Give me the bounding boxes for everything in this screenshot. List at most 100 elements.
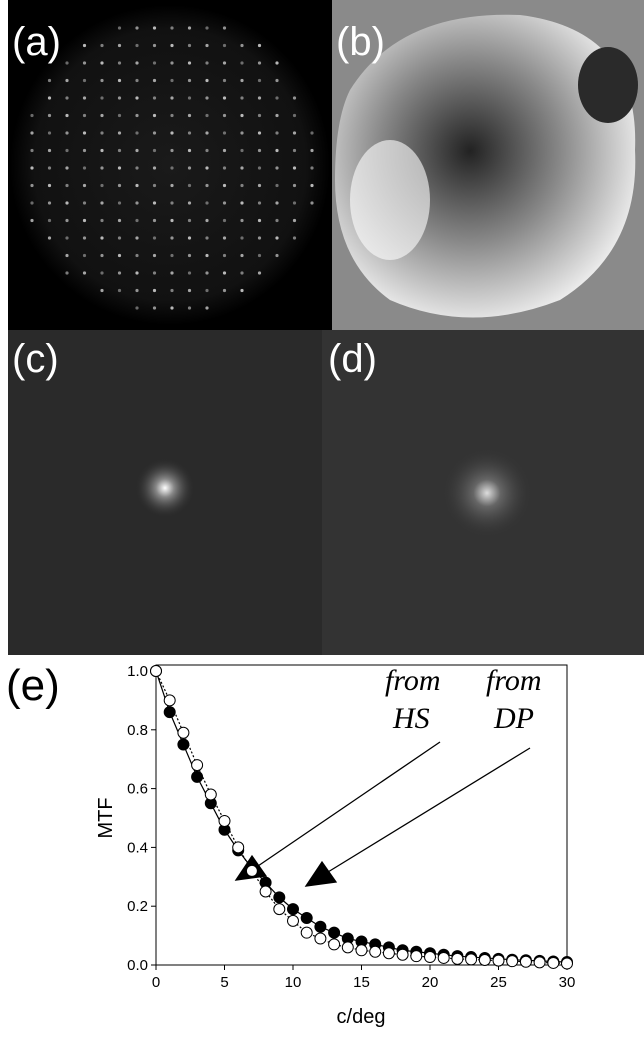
spot xyxy=(205,254,208,257)
spot xyxy=(205,149,208,152)
spot xyxy=(188,79,191,82)
spot xyxy=(188,289,191,292)
panel-label: (c) xyxy=(12,337,59,381)
spot xyxy=(223,219,226,222)
spot xyxy=(310,131,313,134)
y-axis-title: MTF xyxy=(95,797,117,838)
x-tick-label: 10 xyxy=(285,974,302,991)
data-point xyxy=(479,955,490,966)
spot xyxy=(30,219,33,222)
spot xyxy=(65,114,68,117)
spot xyxy=(170,26,173,29)
spot xyxy=(170,254,173,257)
y-tick-label: 0.6 xyxy=(127,781,148,798)
spot xyxy=(205,306,208,309)
y-tick-label: 0.4 xyxy=(127,839,148,856)
spot xyxy=(30,184,33,187)
spot xyxy=(48,201,51,204)
spot xyxy=(83,219,86,222)
spot xyxy=(275,201,278,204)
spot xyxy=(170,201,173,204)
spot xyxy=(135,79,138,82)
spot xyxy=(153,61,156,64)
spot xyxy=(240,166,243,169)
spot xyxy=(48,114,51,117)
spot xyxy=(153,131,156,134)
data-point xyxy=(192,760,203,771)
spot xyxy=(240,201,243,204)
spot xyxy=(170,236,173,239)
spot xyxy=(188,61,191,64)
spot xyxy=(223,114,226,117)
data-point xyxy=(151,666,162,677)
spot xyxy=(118,289,121,292)
spot xyxy=(170,271,173,274)
y-tick-label: 1.0 xyxy=(127,663,148,680)
spot xyxy=(48,131,51,134)
spot xyxy=(275,61,278,64)
spot xyxy=(258,61,261,64)
spot xyxy=(135,44,138,47)
spot xyxy=(135,26,138,29)
spot xyxy=(153,149,156,152)
spot xyxy=(118,236,121,239)
spot xyxy=(293,219,296,222)
spot xyxy=(100,236,103,239)
data-point xyxy=(356,945,367,956)
spot xyxy=(48,184,51,187)
x-tick-label: 20 xyxy=(422,974,439,991)
spot xyxy=(170,44,173,47)
spot xyxy=(30,166,33,169)
spot xyxy=(293,149,296,152)
spot xyxy=(65,61,68,64)
data-point xyxy=(288,915,299,926)
spot xyxy=(258,131,261,134)
spot xyxy=(118,44,121,47)
spot xyxy=(170,61,173,64)
spot xyxy=(223,184,226,187)
data-point xyxy=(233,842,244,853)
spot xyxy=(135,236,138,239)
spot xyxy=(205,61,208,64)
spot xyxy=(240,184,243,187)
data-point xyxy=(178,727,189,738)
spot xyxy=(118,114,121,117)
data-point xyxy=(192,771,203,782)
spot xyxy=(188,26,191,29)
spot xyxy=(275,131,278,134)
data-point xyxy=(397,949,408,960)
spot xyxy=(100,96,103,99)
spot xyxy=(83,184,86,187)
spot xyxy=(170,184,173,187)
spot xyxy=(258,236,261,239)
spot xyxy=(135,289,138,292)
spot xyxy=(188,149,191,152)
spot xyxy=(100,44,103,47)
spot xyxy=(240,149,243,152)
data-point xyxy=(493,955,504,966)
spot xyxy=(275,114,278,117)
spot xyxy=(100,114,103,117)
spot xyxy=(100,289,103,292)
data-point xyxy=(315,933,326,944)
spot xyxy=(135,306,138,309)
spot xyxy=(83,201,86,204)
spot xyxy=(83,236,86,239)
spot xyxy=(170,79,173,82)
spot xyxy=(83,166,86,169)
annotation: DP xyxy=(493,702,534,735)
spot xyxy=(83,254,86,257)
x-tick-label: 30 xyxy=(559,974,576,991)
data-point xyxy=(315,921,326,932)
spot xyxy=(205,166,208,169)
data-point xyxy=(260,886,271,897)
x-tick-label: 25 xyxy=(490,974,507,991)
figure: (a) (b) (c) (d) (e) MTF c/deg from HS fr… xyxy=(0,0,644,1045)
spot xyxy=(258,149,261,152)
spot xyxy=(293,114,296,117)
spot xyxy=(153,289,156,292)
spot xyxy=(258,96,261,99)
data-point xyxy=(246,865,257,876)
spot xyxy=(100,254,103,257)
spot xyxy=(100,79,103,82)
